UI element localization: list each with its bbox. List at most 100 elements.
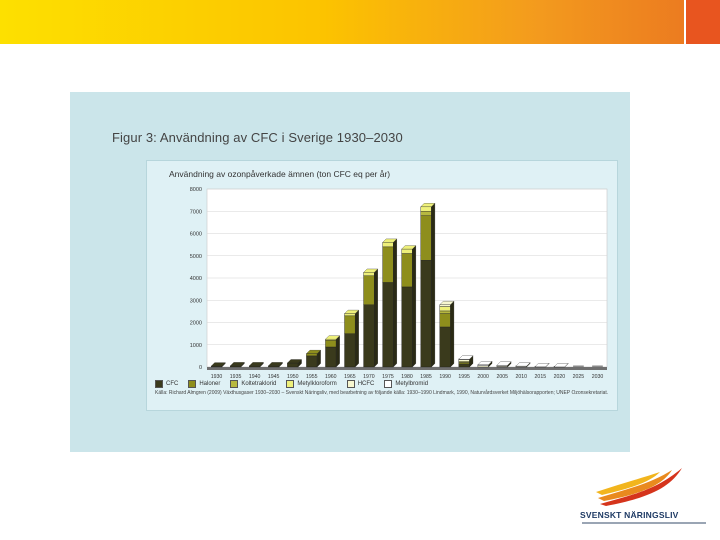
x-tick-label: 1955 [306, 374, 318, 380]
chart-source-note: Källa: Richard Almgren (2009) Växthusgas… [155, 390, 609, 396]
legend-swatch [230, 380, 239, 388]
legend-item: Haloner [188, 380, 220, 388]
bar-top-face [248, 362, 264, 367]
bar-top-face [496, 361, 512, 366]
bar-segment [249, 365, 261, 368]
bar-segment [420, 215, 432, 261]
bar-segment [401, 286, 413, 368]
bar-segment [477, 365, 489, 368]
bar-top-face [439, 301, 455, 305]
bar-segment [439, 310, 451, 314]
bar-side-face [450, 300, 455, 368]
x-tick-label: 1980 [401, 374, 413, 380]
bar-segment [439, 326, 451, 368]
logo-flame-icon [596, 468, 682, 506]
y-tick-label: 6000 [190, 232, 202, 238]
bar-segment [325, 340, 337, 348]
y-tick-label: 5000 [190, 254, 202, 260]
bar-top-face [344, 309, 360, 314]
legend-label: Metylkloroform [297, 381, 337, 387]
bar-segment [363, 304, 375, 368]
bar-segment [420, 259, 432, 368]
y-tick-label: 4000 [190, 276, 202, 282]
x-tick-label: 1975 [382, 374, 394, 380]
x-tick-label: 1930 [211, 374, 223, 380]
bar-top-face [287, 359, 302, 364]
legend-swatch [384, 380, 393, 388]
x-tick-label: 1940 [249, 374, 261, 380]
y-tick-label: 1000 [190, 343, 202, 349]
logo-swoosh-yellow [596, 472, 660, 495]
x-tick-label: 2025 [573, 374, 585, 380]
chart-baseline [207, 367, 607, 370]
bar-segment [268, 365, 280, 368]
x-tick-label: 2020 [554, 374, 566, 380]
bar-segment [363, 272, 375, 276]
x-tick-label: 1935 [230, 374, 242, 380]
bar-segment [401, 253, 413, 288]
y-tick-label: 8000 [190, 187, 202, 193]
bar-segment [439, 304, 451, 307]
legend-item: Metylkloroform [286, 380, 337, 388]
figure-panel: Figur 3: Användning av CFC i Sverige 193… [70, 92, 630, 452]
bar-segment [420, 206, 432, 212]
logo-tagline-rule [582, 522, 706, 524]
bar-segment [344, 315, 356, 334]
bar-side-face [431, 202, 436, 368]
x-tick-label: 1985 [420, 374, 432, 380]
x-tick-label: 2030 [592, 374, 604, 380]
bar-top-face [401, 245, 417, 250]
legend-swatch [155, 380, 163, 388]
x-tick-label: 1945 [268, 374, 280, 380]
top-band-corner-block [684, 0, 720, 44]
bar-empty [592, 365, 603, 367]
bar-side-face [412, 245, 416, 368]
bar-top-face [325, 335, 341, 340]
bar-segment [344, 333, 356, 368]
x-tick-label: 1950 [287, 374, 299, 380]
bar-segment [458, 362, 470, 365]
legend-label: HCFC [357, 381, 375, 387]
bar-top-face [382, 238, 398, 243]
bar-segment [382, 282, 394, 368]
bar-segment [458, 364, 470, 368]
bar-top-face [420, 203, 436, 207]
y-tick-label: 3000 [190, 298, 202, 304]
bar-segment [230, 365, 242, 368]
bar-top-face [210, 362, 226, 367]
chart-panel: 0 1000 2000 3000 4000 5000 6000 7000 8000 1930 193… [146, 160, 618, 411]
x-tick-label: 2005 [496, 374, 508, 380]
y-tick-label: 0 [199, 365, 202, 371]
x-tick-label: 2010 [516, 374, 528, 380]
bar-top-face [534, 363, 550, 367]
chart-title: Användning av ozonpåverkade ämnen (ton C… [169, 169, 391, 179]
bar-side-face [374, 268, 378, 368]
x-tick-label: 1990 [439, 374, 451, 380]
bar-empty [573, 365, 584, 367]
legend-item: HCFC [346, 380, 375, 388]
bar-segment [458, 359, 470, 362]
legend-label: Haloner [199, 381, 221, 387]
x-tick-label: 1970 [363, 374, 375, 380]
legend-label: Koltetraklorid [241, 381, 277, 387]
chart-legend: CFC Haloner Koltetraklorid Metylkloroform HC… [155, 380, 428, 388]
legend-swatch [286, 380, 295, 388]
bar-side-face [335, 335, 340, 368]
top-color-band [0, 0, 720, 44]
bar-segment [287, 362, 299, 368]
bar-top-face [267, 362, 283, 367]
bar-segment [382, 242, 394, 248]
bar-top-face [515, 362, 531, 367]
logo-swoosh-red [600, 468, 682, 506]
bar-segment [439, 313, 451, 328]
bar-top-face [229, 362, 245, 367]
legend-item: Metylbromid [384, 380, 428, 388]
bar-top-face [553, 363, 569, 368]
bar-top-face [477, 361, 493, 365]
x-tick-label: 1965 [344, 374, 356, 380]
bar-segment [344, 313, 356, 317]
legend-swatch [188, 380, 197, 388]
x-tick-label: 2000 [477, 374, 489, 380]
legend-item: Koltetraklorid [230, 380, 276, 388]
y-tick-label: 7000 [190, 209, 202, 215]
